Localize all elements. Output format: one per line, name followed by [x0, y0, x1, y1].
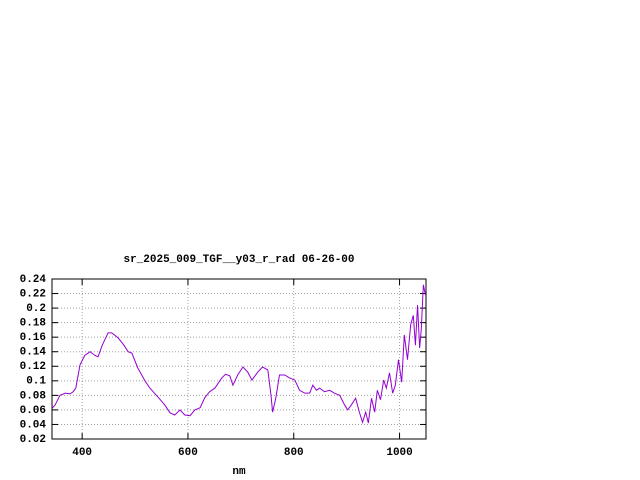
y-tick-label: 0.02	[20, 434, 46, 446]
x-tick-label: 1000	[386, 447, 412, 459]
y-tick-label: 0.08	[20, 390, 47, 402]
x-tick-label: 800	[284, 447, 304, 459]
y-tick-label: 0.14	[20, 347, 47, 359]
data-line	[51, 284, 426, 424]
y-tick-label: 0.2	[26, 303, 46, 315]
chart-title: sr_2025_009_TGF__y03_r_rad 06-26-00	[123, 254, 354, 266]
plot-border	[51, 278, 427, 440]
y-tick-label: 0.04	[20, 419, 47, 431]
x-axis-label: nm	[232, 466, 246, 478]
y-tick-label: 0.06	[20, 405, 46, 417]
y-tick-label: 0.1	[26, 376, 46, 388]
y-tick-label: 0.22	[20, 288, 46, 300]
y-tick-label: 0.18	[20, 318, 47, 330]
y-tick-label: 0.24	[20, 274, 47, 286]
x-tick-label: 600	[178, 447, 198, 459]
x-tick-label: 400	[72, 447, 92, 459]
y-tick-label: 0.12	[20, 361, 46, 373]
y-tick-label: 0.16	[20, 332, 46, 344]
